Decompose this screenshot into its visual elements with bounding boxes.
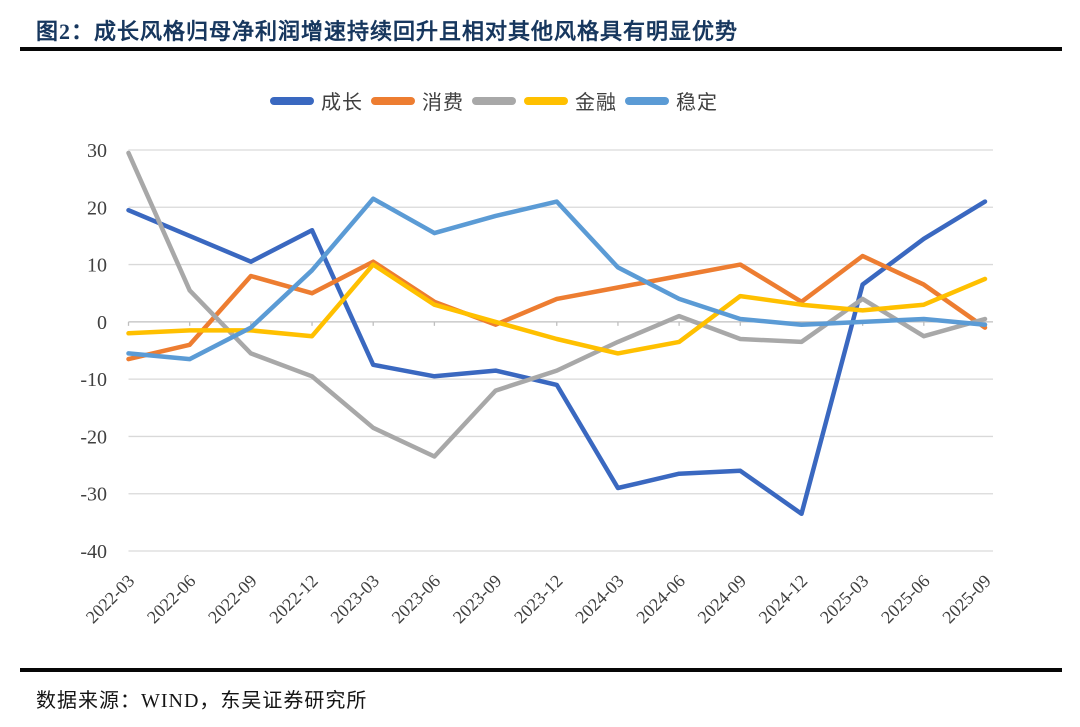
x-axis-label-6: 2023-09 <box>449 571 506 628</box>
y-axis-label--20: -20 <box>80 426 107 448</box>
x-axis-label-7: 2023-12 <box>510 571 567 628</box>
x-axis-label-2: 2022-09 <box>204 571 261 628</box>
legend-item-3: 金融 <box>524 86 617 115</box>
x-axis-label-10: 2024-09 <box>694 571 751 628</box>
x-axis-label-1: 2022-06 <box>143 571 200 628</box>
x-axis-label-8: 2024-03 <box>571 571 628 628</box>
series-line-成长 <box>126 199 988 517</box>
x-axis-label-0: 2022-03 <box>82 571 139 628</box>
x-axis-label-13: 2025-06 <box>877 571 934 628</box>
x-axis-label-12: 2025-03 <box>816 571 873 628</box>
x-axis-label-9: 2024-06 <box>632 571 689 628</box>
x-axis-label-5: 2023-06 <box>388 571 445 628</box>
data-source-note: 数据来源：WIND，东吴证券研究所 <box>36 690 368 712</box>
y-axis-label--30: -30 <box>80 484 107 506</box>
legend-label-4: 稳定 <box>676 92 718 114</box>
chart-legend: 成长 消费 金融 稳定 <box>0 86 1034 115</box>
legend-swatch-3 <box>524 96 568 105</box>
series-line-金融 <box>126 262 988 356</box>
x-axis-label-3: 2022-12 <box>265 571 322 628</box>
legend-swatch-0 <box>270 96 314 105</box>
legend-item-1: 消费 <box>371 86 464 115</box>
legend-item-0: 成长 <box>270 86 363 115</box>
y-axis-label--40: -40 <box>80 541 107 563</box>
legend-item-4: 稳定 <box>625 86 718 115</box>
y-axis-label-30: 30 <box>87 140 107 162</box>
x-axis-label-11: 2024-12 <box>755 571 812 628</box>
y-axis-label-0: 0 <box>97 312 107 334</box>
legend-swatch-2 <box>472 96 516 105</box>
y-axis-label--10: -10 <box>80 369 107 391</box>
legend-swatch-1 <box>371 96 415 105</box>
series-line-消费 <box>126 253 988 362</box>
series-line-gray <box>126 150 988 459</box>
series-line-稳定 <box>126 196 988 362</box>
legend-label-0: 成长 <box>321 92 363 114</box>
x-axis-label-4: 2023-03 <box>326 571 383 628</box>
legend-swatch-4 <box>625 96 669 105</box>
figure-title: 图2：成长风格归母净利润增速持续回升且相对其他风格具有明显优势 <box>36 19 739 44</box>
legend-label-3: 金融 <box>575 92 617 114</box>
x-axis-label-14: 2025-09 <box>938 571 995 628</box>
title-divider <box>20 47 1062 51</box>
y-axis-label-20: 20 <box>87 197 107 219</box>
legend-item-2 <box>472 96 516 105</box>
legend-label-1: 消费 <box>422 92 464 114</box>
y-axis-label-10: 10 <box>87 255 107 277</box>
footer-divider <box>20 668 1062 672</box>
